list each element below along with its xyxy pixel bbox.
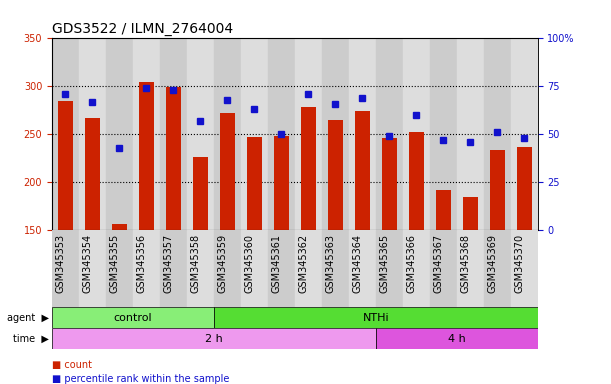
Bar [376, 38, 403, 230]
Bar [430, 230, 456, 307]
Bar [247, 137, 262, 230]
Text: ■ count: ■ count [52, 360, 92, 370]
Bar [79, 230, 106, 307]
Bar [193, 157, 208, 230]
Bar [133, 230, 160, 307]
Bar [214, 307, 538, 328]
Text: GSM345358: GSM345358 [191, 234, 200, 293]
Bar [430, 38, 456, 230]
Bar [376, 230, 403, 307]
Bar [456, 230, 484, 307]
Bar [322, 38, 349, 230]
Text: GSM345365: GSM345365 [379, 234, 389, 293]
Bar [268, 230, 295, 307]
Bar [214, 38, 241, 230]
Bar [139, 82, 154, 230]
Text: GSM345364: GSM345364 [353, 234, 362, 293]
Text: GSM345363: GSM345363 [325, 234, 335, 293]
Bar [490, 150, 505, 230]
Bar [52, 328, 376, 349]
Bar [349, 230, 376, 307]
Bar [160, 38, 187, 230]
Text: GSM345357: GSM345357 [163, 234, 174, 293]
Text: control: control [114, 313, 152, 323]
Bar [85, 118, 100, 230]
Text: ■ percentile rank within the sample: ■ percentile rank within the sample [52, 374, 229, 384]
Text: GSM345366: GSM345366 [406, 234, 416, 293]
Text: GSM345368: GSM345368 [460, 234, 470, 293]
Bar [295, 230, 322, 307]
Text: GSM345360: GSM345360 [244, 234, 254, 293]
Bar [214, 230, 241, 307]
Bar [106, 38, 133, 230]
Bar [52, 230, 79, 307]
Bar [517, 147, 532, 230]
Bar [220, 113, 235, 230]
Text: GSM345361: GSM345361 [271, 234, 281, 293]
Text: GSM345359: GSM345359 [218, 234, 227, 293]
Bar [52, 38, 79, 230]
Text: GSM345355: GSM345355 [109, 234, 119, 293]
Bar [166, 88, 181, 230]
Bar [355, 111, 370, 230]
Bar [511, 230, 538, 307]
Bar [295, 38, 322, 230]
Bar [241, 38, 268, 230]
Text: GSM345356: GSM345356 [136, 234, 147, 293]
Bar [463, 197, 478, 230]
Bar [456, 38, 484, 230]
Bar [187, 230, 214, 307]
Text: GDS3522 / ILMN_2764004: GDS3522 / ILMN_2764004 [52, 22, 233, 36]
Text: NTHi: NTHi [362, 313, 389, 323]
Bar [106, 230, 133, 307]
Text: GSM345354: GSM345354 [82, 234, 92, 293]
Bar [268, 38, 295, 230]
Bar [328, 120, 343, 230]
Text: time  ▶: time ▶ [13, 334, 49, 344]
Bar [112, 223, 127, 230]
Bar [133, 38, 160, 230]
Bar [241, 230, 268, 307]
Bar [484, 38, 511, 230]
Bar [58, 101, 73, 230]
Text: GSM345353: GSM345353 [56, 234, 65, 293]
Bar [511, 38, 538, 230]
Bar [436, 190, 451, 230]
Text: GSM345367: GSM345367 [433, 234, 443, 293]
Bar [301, 107, 316, 230]
Text: 4 h: 4 h [448, 334, 466, 344]
Bar [403, 230, 430, 307]
Text: GSM345362: GSM345362 [298, 234, 309, 293]
Bar [187, 38, 214, 230]
Text: GSM345369: GSM345369 [487, 234, 497, 293]
Text: GSM345370: GSM345370 [514, 234, 524, 293]
Bar [79, 38, 106, 230]
Bar [52, 307, 214, 328]
Bar [160, 230, 187, 307]
Bar [484, 230, 511, 307]
Bar [403, 38, 430, 230]
Text: agent  ▶: agent ▶ [7, 313, 49, 323]
Bar [349, 38, 376, 230]
Bar [409, 132, 423, 230]
Bar [382, 138, 397, 230]
Bar [322, 230, 349, 307]
Text: 2 h: 2 h [205, 334, 223, 344]
Bar [376, 328, 538, 349]
Bar [274, 136, 289, 230]
